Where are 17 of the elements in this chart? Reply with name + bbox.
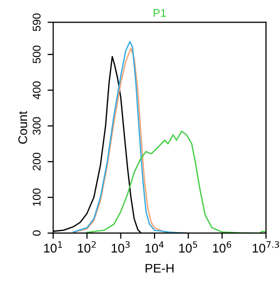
y-tick-label: 500	[32, 46, 41, 64]
x-tick-label: 10$^{5}$	[179, 241, 198, 253]
x-tick-label: 10$^{2}$	[78, 241, 96, 253]
y-tick-label: 100	[32, 188, 41, 206]
chart-title: P1	[154, 9, 166, 17]
x-tick-label: 10$^{3}$	[112, 241, 130, 253]
y-axis-title: Count	[18, 111, 28, 144]
x-tick-label: 10$^{6}$	[213, 241, 232, 253]
x-tick-label: 10$^{1}$	[44, 241, 62, 253]
x-tick-label: 10$^{4}$	[145, 241, 164, 253]
x-axis-title: PE-H	[146, 264, 174, 273]
y-tick-label: 590	[32, 13, 41, 32]
y-tick-label: 300	[32, 117, 41, 135]
x-tick-label: 10$^{7.3}$	[252, 241, 280, 253]
y-tick-label: 0	[32, 230, 41, 236]
y-tick-label: 200	[32, 152, 41, 170]
y-tick-label: 400	[32, 81, 41, 100]
